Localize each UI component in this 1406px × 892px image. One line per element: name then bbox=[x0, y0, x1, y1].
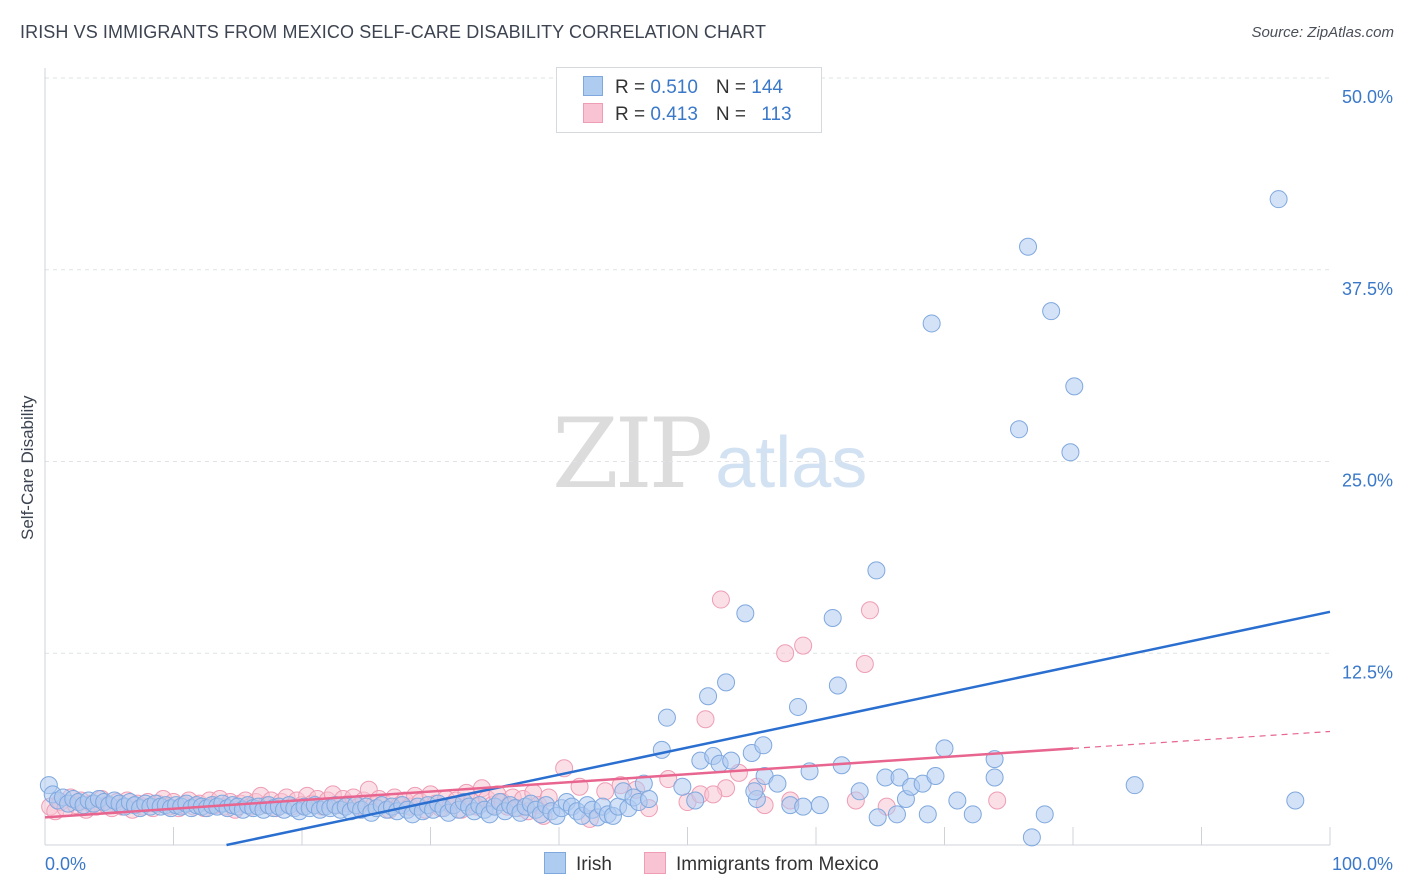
irish-point-162 bbox=[1035, 805, 1054, 824]
irish-point-153 bbox=[926, 766, 945, 785]
irish-point-152 bbox=[922, 314, 941, 333]
irish-points bbox=[39, 190, 1305, 847]
mexico-point-101 bbox=[596, 782, 615, 801]
irish-point-167 bbox=[1269, 190, 1288, 209]
mexico-swatch bbox=[583, 103, 603, 123]
grid-lines bbox=[45, 77, 1330, 654]
irish-r-label: R = bbox=[615, 77, 651, 98]
watermark: ZIPatlas bbox=[552, 398, 867, 510]
irish-point-127 bbox=[722, 751, 741, 770]
mexico-r-label: R = bbox=[615, 104, 651, 125]
irish-point-151 bbox=[918, 805, 937, 824]
axes bbox=[44, 68, 1331, 846]
irish-point-117 bbox=[639, 789, 658, 808]
bottom-legend-mexico: Immigrants from Mexico bbox=[644, 852, 879, 876]
mexico-point-115 bbox=[794, 636, 813, 655]
mexico-n-value: 113 bbox=[761, 104, 792, 125]
y-tick-label-3: 50.0% bbox=[1342, 87, 1393, 107]
irish-point-161 bbox=[1022, 828, 1041, 847]
bottom-mexico-swatch bbox=[644, 852, 666, 874]
irish-point-139 bbox=[823, 608, 842, 627]
irish-point-119 bbox=[657, 708, 676, 727]
correlation-legend: R = 0.510 N = 144 R = 0.413 N = 113 bbox=[556, 67, 822, 133]
irish-point-126 bbox=[717, 673, 736, 692]
irish-point-156 bbox=[963, 805, 982, 824]
y-tick-label-1: 25.0% bbox=[1342, 471, 1393, 491]
watermark-atlas: atlas bbox=[715, 423, 868, 503]
x-tick-label-1: 100.0% bbox=[1332, 854, 1393, 874]
mexico-point-117 bbox=[855, 654, 874, 673]
irish-point-133 bbox=[768, 774, 787, 793]
irish-point-163 bbox=[1042, 302, 1061, 321]
irish-point-118 bbox=[652, 740, 671, 759]
source-label: Source: ZipAtlas.com bbox=[1251, 24, 1394, 41]
irish-point-138 bbox=[810, 796, 829, 815]
irish-point-128 bbox=[736, 604, 755, 623]
irish-swatch bbox=[583, 76, 603, 96]
irish-point-123 bbox=[699, 687, 718, 706]
legend-row-irish: R = 0.510 N = 144 bbox=[583, 76, 783, 98]
mexico-point-119 bbox=[988, 791, 1007, 810]
irish-point-131 bbox=[754, 736, 773, 755]
y-tick-label-2: 37.5% bbox=[1342, 279, 1393, 299]
x-tick-label-0: 0.0% bbox=[45, 854, 86, 874]
irish-r-value: 0.510 bbox=[650, 77, 698, 98]
x-tick-labels: 0.0% 100.0% bbox=[45, 854, 1393, 874]
irish-trend-line bbox=[226, 610, 1331, 847]
irish-point-142 bbox=[850, 782, 869, 801]
mexico-point-107 bbox=[696, 710, 715, 729]
mexico-point-120 bbox=[704, 785, 723, 804]
y-tick-label-0: 12.5% bbox=[1342, 662, 1393, 682]
irish-point-157 bbox=[985, 768, 1004, 787]
irish-point-154 bbox=[935, 739, 954, 758]
irish-point-140 bbox=[828, 676, 847, 695]
irish-n-label: N = bbox=[715, 77, 752, 98]
bottom-irish-swatch bbox=[544, 852, 566, 874]
mexico-point-109 bbox=[711, 590, 730, 609]
y-tick-labels: 12.5% 25.0% 37.5% 50.0% bbox=[1342, 87, 1393, 682]
irish-point-120 bbox=[673, 777, 692, 796]
mexico-point-118 bbox=[860, 601, 879, 620]
irish-point-166 bbox=[1125, 776, 1144, 795]
irish-point-121 bbox=[686, 791, 705, 810]
irish-n-value: 144 bbox=[751, 77, 783, 98]
watermark-zip: ZIP bbox=[552, 398, 713, 510]
mexico-trend-line-extension bbox=[1072, 730, 1331, 749]
legend-row-mexico: R = 0.413 N = 113 bbox=[583, 103, 792, 125]
mexico-n-label: N = bbox=[715, 104, 752, 125]
mexico-trend-line bbox=[44, 747, 1074, 819]
bottom-mexico-label: Immigrants from Mexico bbox=[676, 854, 879, 875]
trend-lines bbox=[44, 610, 1331, 847]
mexico-r-value: 0.413 bbox=[650, 104, 698, 125]
bottom-irish-label: Irish bbox=[576, 854, 612, 875]
irish-point-155 bbox=[948, 791, 967, 810]
irish-point-158 bbox=[1010, 420, 1029, 439]
irish-point-164 bbox=[1061, 443, 1080, 462]
irish-point-160 bbox=[1019, 237, 1038, 256]
mexico-point-113 bbox=[776, 644, 795, 663]
irish-point-168 bbox=[1286, 791, 1305, 810]
irish-point-136 bbox=[794, 797, 813, 816]
irish-point-135 bbox=[789, 697, 808, 716]
irish-point-149 bbox=[887, 805, 906, 824]
irish-point-143 bbox=[867, 561, 886, 580]
irish-point-169 bbox=[745, 782, 764, 801]
bottom-legend-irish: Irish bbox=[544, 852, 612, 876]
irish-point-144 bbox=[868, 808, 887, 827]
irish-point-165 bbox=[1065, 377, 1084, 396]
chart-title: IRISH VS IMMIGRANTS FROM MEXICO SELF-CAR… bbox=[20, 22, 767, 42]
